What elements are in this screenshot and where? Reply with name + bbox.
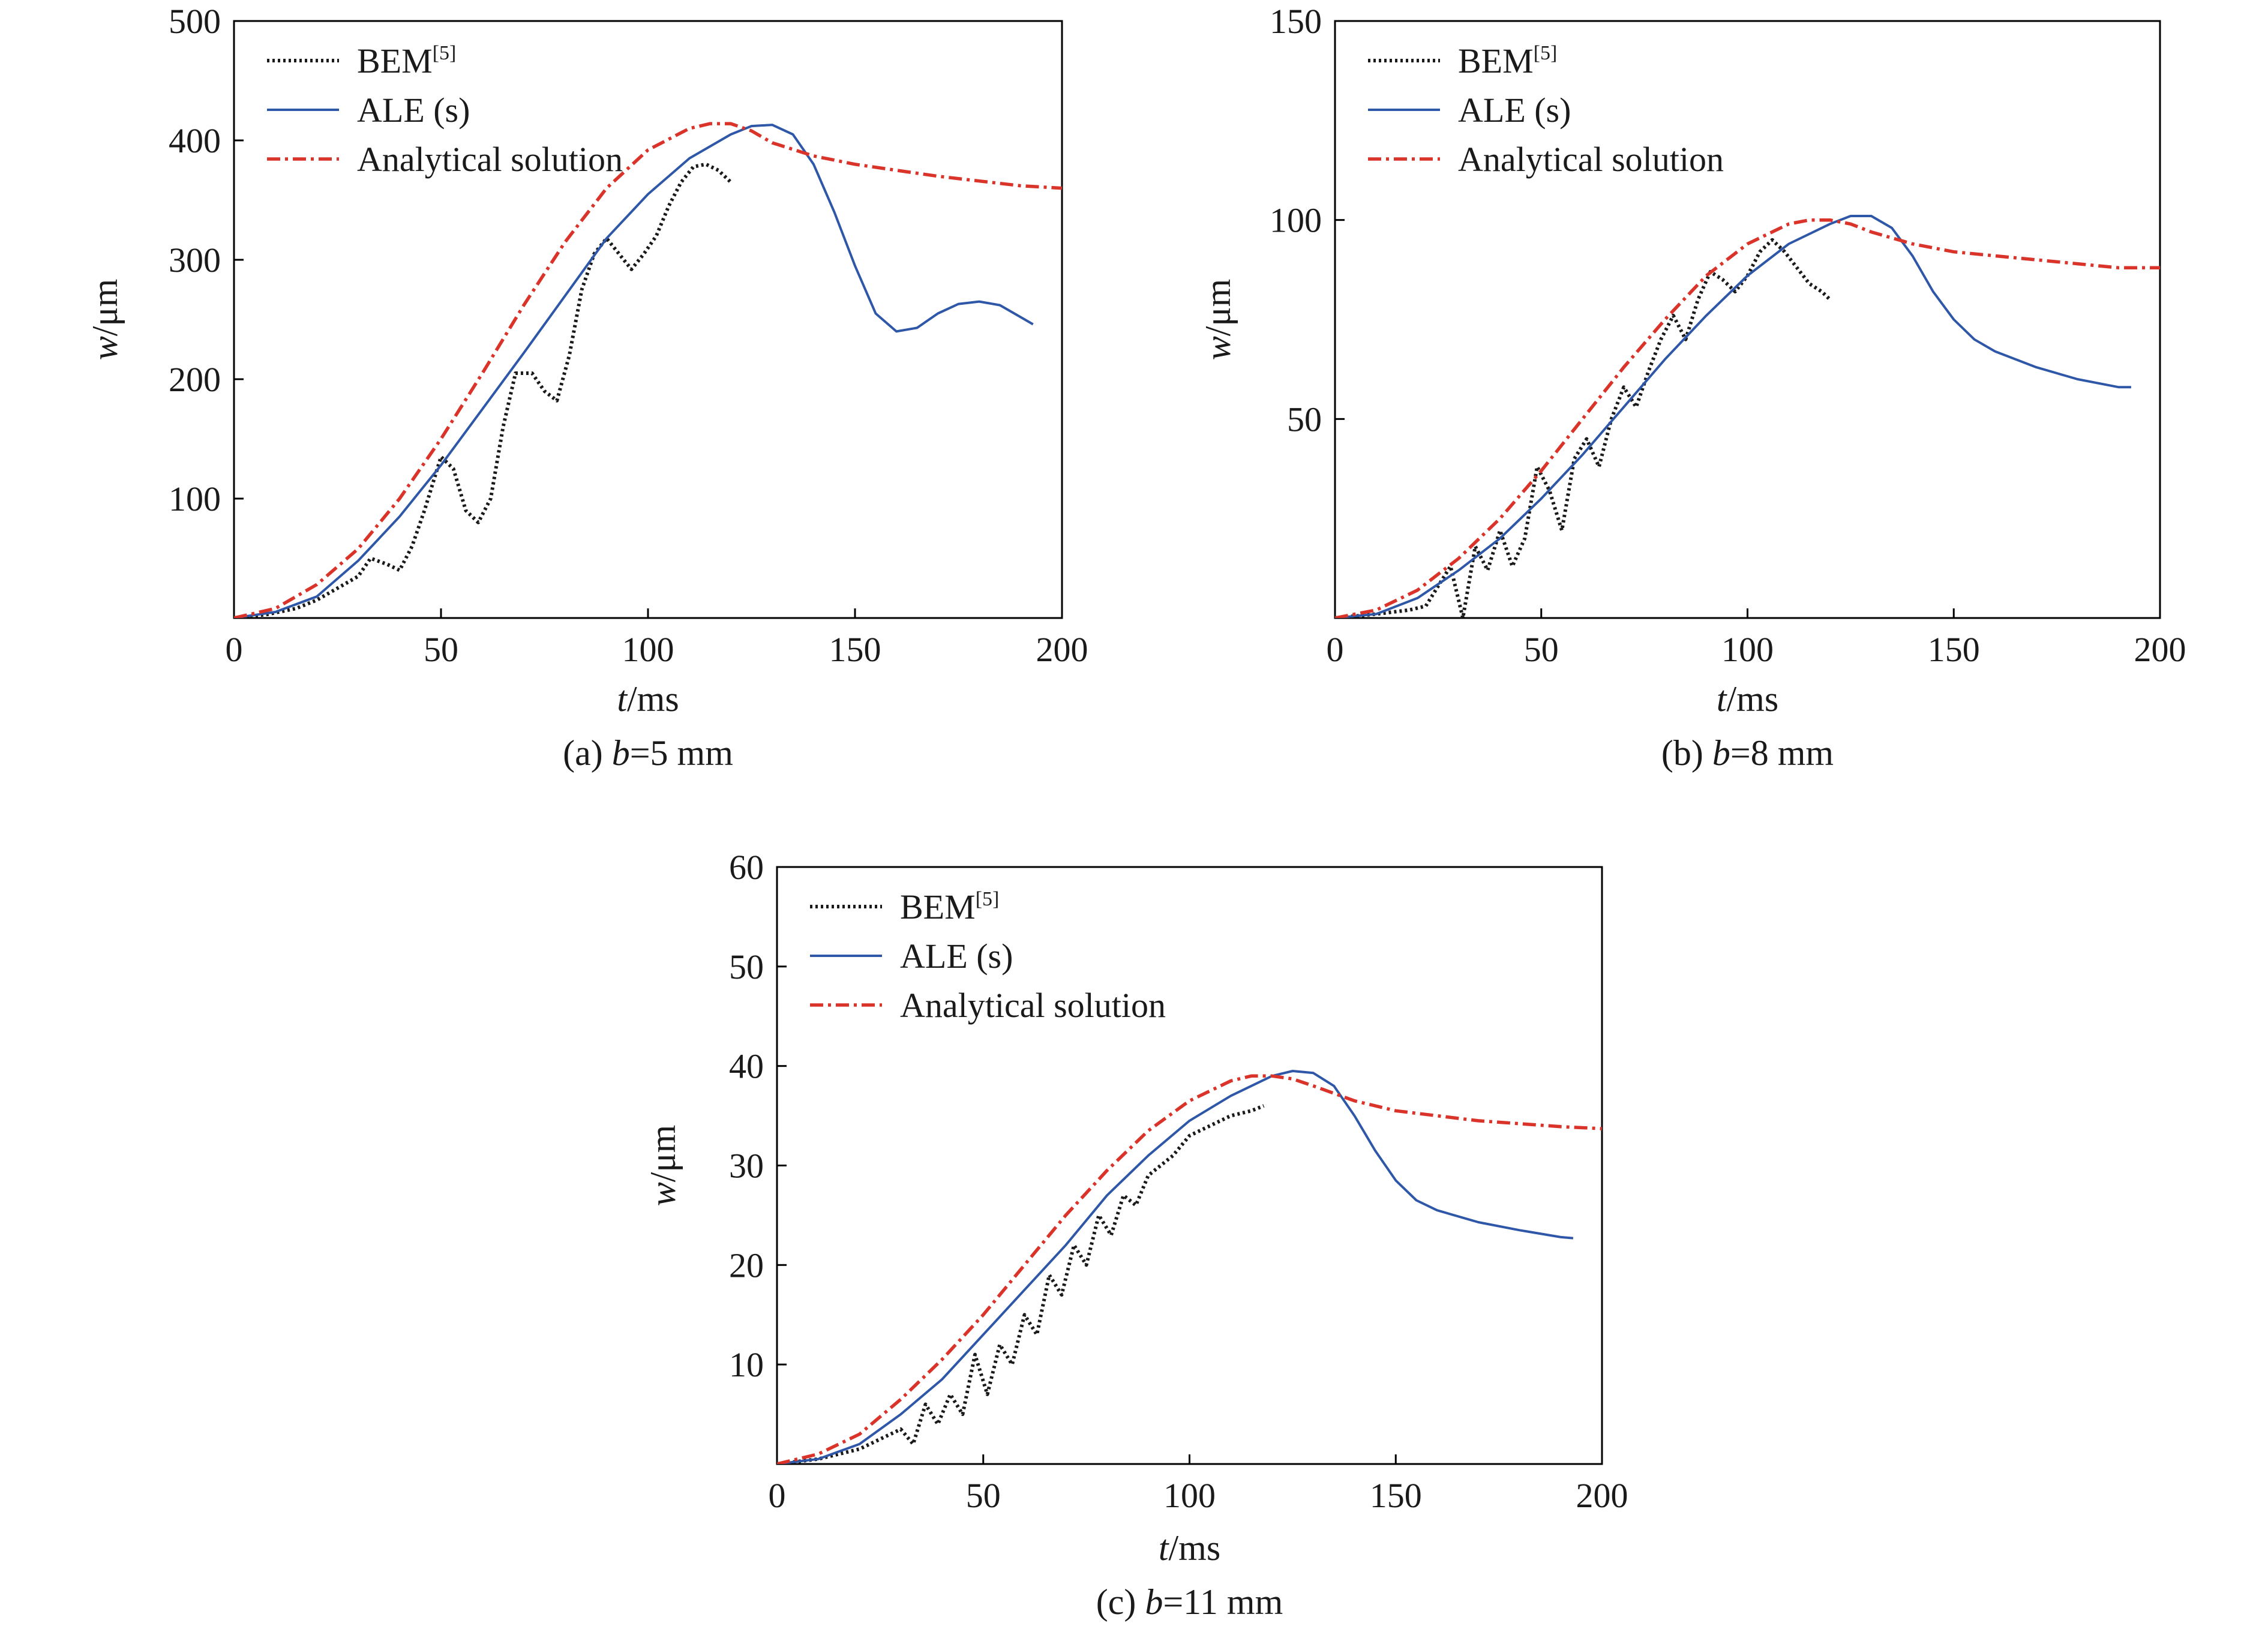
legend-label: BEM[5] bbox=[900, 887, 999, 926]
legend-series-name: BEM bbox=[1458, 41, 1534, 80]
x-tick-label: 100 bbox=[1721, 630, 1774, 669]
legend-series-name: BEM bbox=[357, 41, 433, 80]
legend-label: ALE (s) bbox=[900, 937, 1013, 976]
panel-caption: (c) b=11 mm bbox=[1096, 1582, 1283, 1622]
caption-value: =8 mm bbox=[1730, 733, 1834, 773]
series-line-analytical-solution bbox=[234, 122, 1062, 618]
y-axis-unit: /μm bbox=[1198, 279, 1238, 337]
legend-label: Analytical solution bbox=[357, 140, 623, 179]
legend-label: Analytical solution bbox=[900, 986, 1166, 1025]
x-tick-label: 50 bbox=[1524, 630, 1559, 669]
legend-citation: [5] bbox=[1534, 42, 1558, 64]
x-tick-label: 0 bbox=[769, 1476, 786, 1515]
x-tick-label: 0 bbox=[1327, 630, 1344, 669]
legend-series-name: ALE (s) bbox=[357, 91, 470, 130]
legend-series-name: Analytical solution bbox=[1458, 140, 1724, 179]
caption-var: b bbox=[1712, 733, 1730, 773]
x-tick-label: 200 bbox=[1576, 1476, 1628, 1515]
y-tick-label: 100 bbox=[169, 479, 221, 518]
caption-prefix: (b) bbox=[1661, 733, 1712, 773]
panel-caption: (b) b=8 mm bbox=[1661, 733, 1834, 773]
x-axis-unit: /ms bbox=[1168, 1528, 1220, 1568]
series-line-ale-s bbox=[234, 124, 1034, 618]
y-axis-var: w bbox=[643, 1182, 683, 1206]
y-tick-label: 50 bbox=[729, 947, 764, 986]
x-axis-var: t bbox=[617, 679, 628, 719]
x-tick-label: 150 bbox=[1370, 1476, 1422, 1515]
x-axis-label: t/ms bbox=[1159, 1528, 1220, 1568]
legend-citation: [5] bbox=[433, 42, 457, 64]
legend-label: ALE (s) bbox=[1458, 91, 1571, 130]
x-axis-unit: /ms bbox=[1726, 679, 1778, 719]
x-tick-label: 200 bbox=[2134, 630, 2186, 669]
caption-value: =5 mm bbox=[630, 733, 733, 773]
x-tick-label: 50 bbox=[424, 630, 458, 669]
x-tick-label: 150 bbox=[1928, 630, 1980, 669]
y-axis-label: w/μm bbox=[1198, 279, 1238, 361]
legend-series-name: ALE (s) bbox=[1458, 91, 1571, 130]
caption-var: b bbox=[1145, 1582, 1163, 1622]
y-tick-label: 200 bbox=[169, 360, 221, 399]
y-tick-label: 300 bbox=[169, 241, 221, 280]
chart-panel-2: 0 50 100 150 200 10 20 30 40 50 60 t/ms w/μm BEM[5] AL… bbox=[643, 848, 1628, 1622]
x-axis-unit: /ms bbox=[627, 679, 679, 719]
legend-label: Analytical solution bbox=[1458, 140, 1724, 179]
y-tick-label: 100 bbox=[1270, 201, 1322, 240]
x-tick-label: 0 bbox=[226, 630, 243, 669]
y-axis-label: w/μm bbox=[85, 279, 125, 361]
legend-label: BEM[5] bbox=[357, 41, 456, 80]
series-line-bem bbox=[777, 1104, 1265, 1464]
legend-label: BEM[5] bbox=[1458, 41, 1557, 80]
x-tick-label: 100 bbox=[622, 630, 674, 669]
legend-series-name: Analytical solution bbox=[357, 140, 623, 179]
x-axis-label: t/ms bbox=[617, 679, 679, 719]
x-tick-label: 50 bbox=[966, 1476, 1001, 1515]
caption-prefix: (a) bbox=[563, 733, 612, 773]
y-tick-label: 40 bbox=[729, 1047, 764, 1086]
y-tick-label: 150 bbox=[1270, 2, 1322, 41]
series-line-ale-s bbox=[1335, 215, 2131, 618]
y-axis-unit: /μm bbox=[643, 1125, 683, 1183]
series-line-analytical-solution bbox=[1335, 218, 2160, 618]
legend-series-name: BEM bbox=[900, 887, 976, 926]
legend-label: ALE (s) bbox=[357, 91, 470, 130]
y-axis-var: w bbox=[85, 336, 125, 360]
series-line-bem bbox=[1335, 238, 1832, 618]
caption-value: =11 mm bbox=[1163, 1582, 1283, 1622]
x-tick-label: 200 bbox=[1036, 630, 1088, 669]
legend-citation: [5] bbox=[976, 888, 1000, 910]
legend-series-name: Analytical solution bbox=[900, 986, 1166, 1025]
chart-panel-0: 0 50 100 150 200 100 200 300 400 500 t/ms w/μm BEM[5… bbox=[85, 2, 1088, 773]
series-line-bem bbox=[234, 162, 733, 618]
x-axis-label: t/ms bbox=[1717, 679, 1778, 719]
x-axis-var: t bbox=[1159, 1528, 1169, 1568]
caption-var: b bbox=[612, 733, 630, 773]
y-axis-label: w/μm bbox=[643, 1125, 683, 1207]
y-tick-label: 10 bbox=[729, 1345, 764, 1384]
caption-prefix: (c) bbox=[1096, 1582, 1145, 1622]
y-tick-label: 500 bbox=[169, 2, 221, 41]
y-tick-label: 50 bbox=[1287, 400, 1322, 439]
y-tick-label: 30 bbox=[729, 1147, 764, 1186]
x-axis-var: t bbox=[1717, 679, 1727, 719]
legend-series-name: ALE (s) bbox=[900, 937, 1013, 976]
y-tick-label: 60 bbox=[729, 848, 764, 887]
y-tick-label: 20 bbox=[729, 1246, 764, 1285]
y-axis-unit: /μm bbox=[85, 279, 125, 337]
y-tick-label: 400 bbox=[169, 121, 221, 160]
x-tick-label: 100 bbox=[1163, 1476, 1216, 1515]
panel-caption: (a) b=5 mm bbox=[563, 733, 733, 773]
y-axis-var: w bbox=[1198, 336, 1238, 360]
chart-panel-1: 0 50 100 150 200 50 100 150 t/ms w/μm BEM[5] ALE (s… bbox=[1198, 2, 2186, 773]
series-line-analytical-solution bbox=[777, 1074, 1602, 1464]
x-tick-label: 150 bbox=[829, 630, 881, 669]
